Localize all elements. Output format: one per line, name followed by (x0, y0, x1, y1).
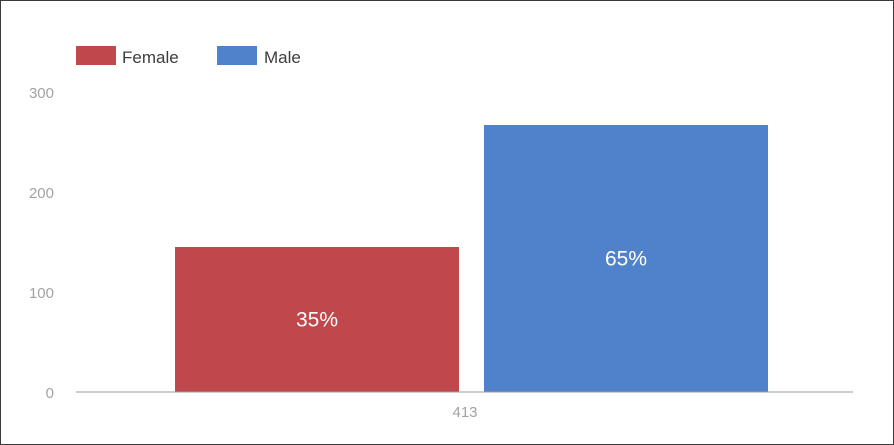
y-tick-label: 0 (46, 385, 54, 402)
plot-area: 35% 65% (175, 125, 768, 392)
legend-item-male[interactable]: Male (217, 46, 301, 67)
legend-swatch-female (76, 46, 116, 65)
bar-female[interactable] (175, 247, 459, 392)
y-tick-label: 200 (29, 185, 54, 202)
bar-male[interactable] (484, 125, 768, 392)
legend-label-male: Male (264, 48, 301, 67)
legend-label-female: Female (122, 48, 179, 67)
legend-item-female[interactable]: Female (76, 46, 179, 67)
legend-swatch-male (217, 46, 257, 65)
legend: Female Male (76, 46, 301, 67)
y-tick-label: 100 (29, 285, 54, 302)
y-tick-label: 300 (29, 85, 54, 102)
y-axis: 0 100 200 300 (29, 85, 54, 402)
x-tick-label: 413 (452, 404, 477, 421)
data-label-female: 35% (296, 309, 338, 332)
data-label-male: 65% (605, 248, 647, 271)
